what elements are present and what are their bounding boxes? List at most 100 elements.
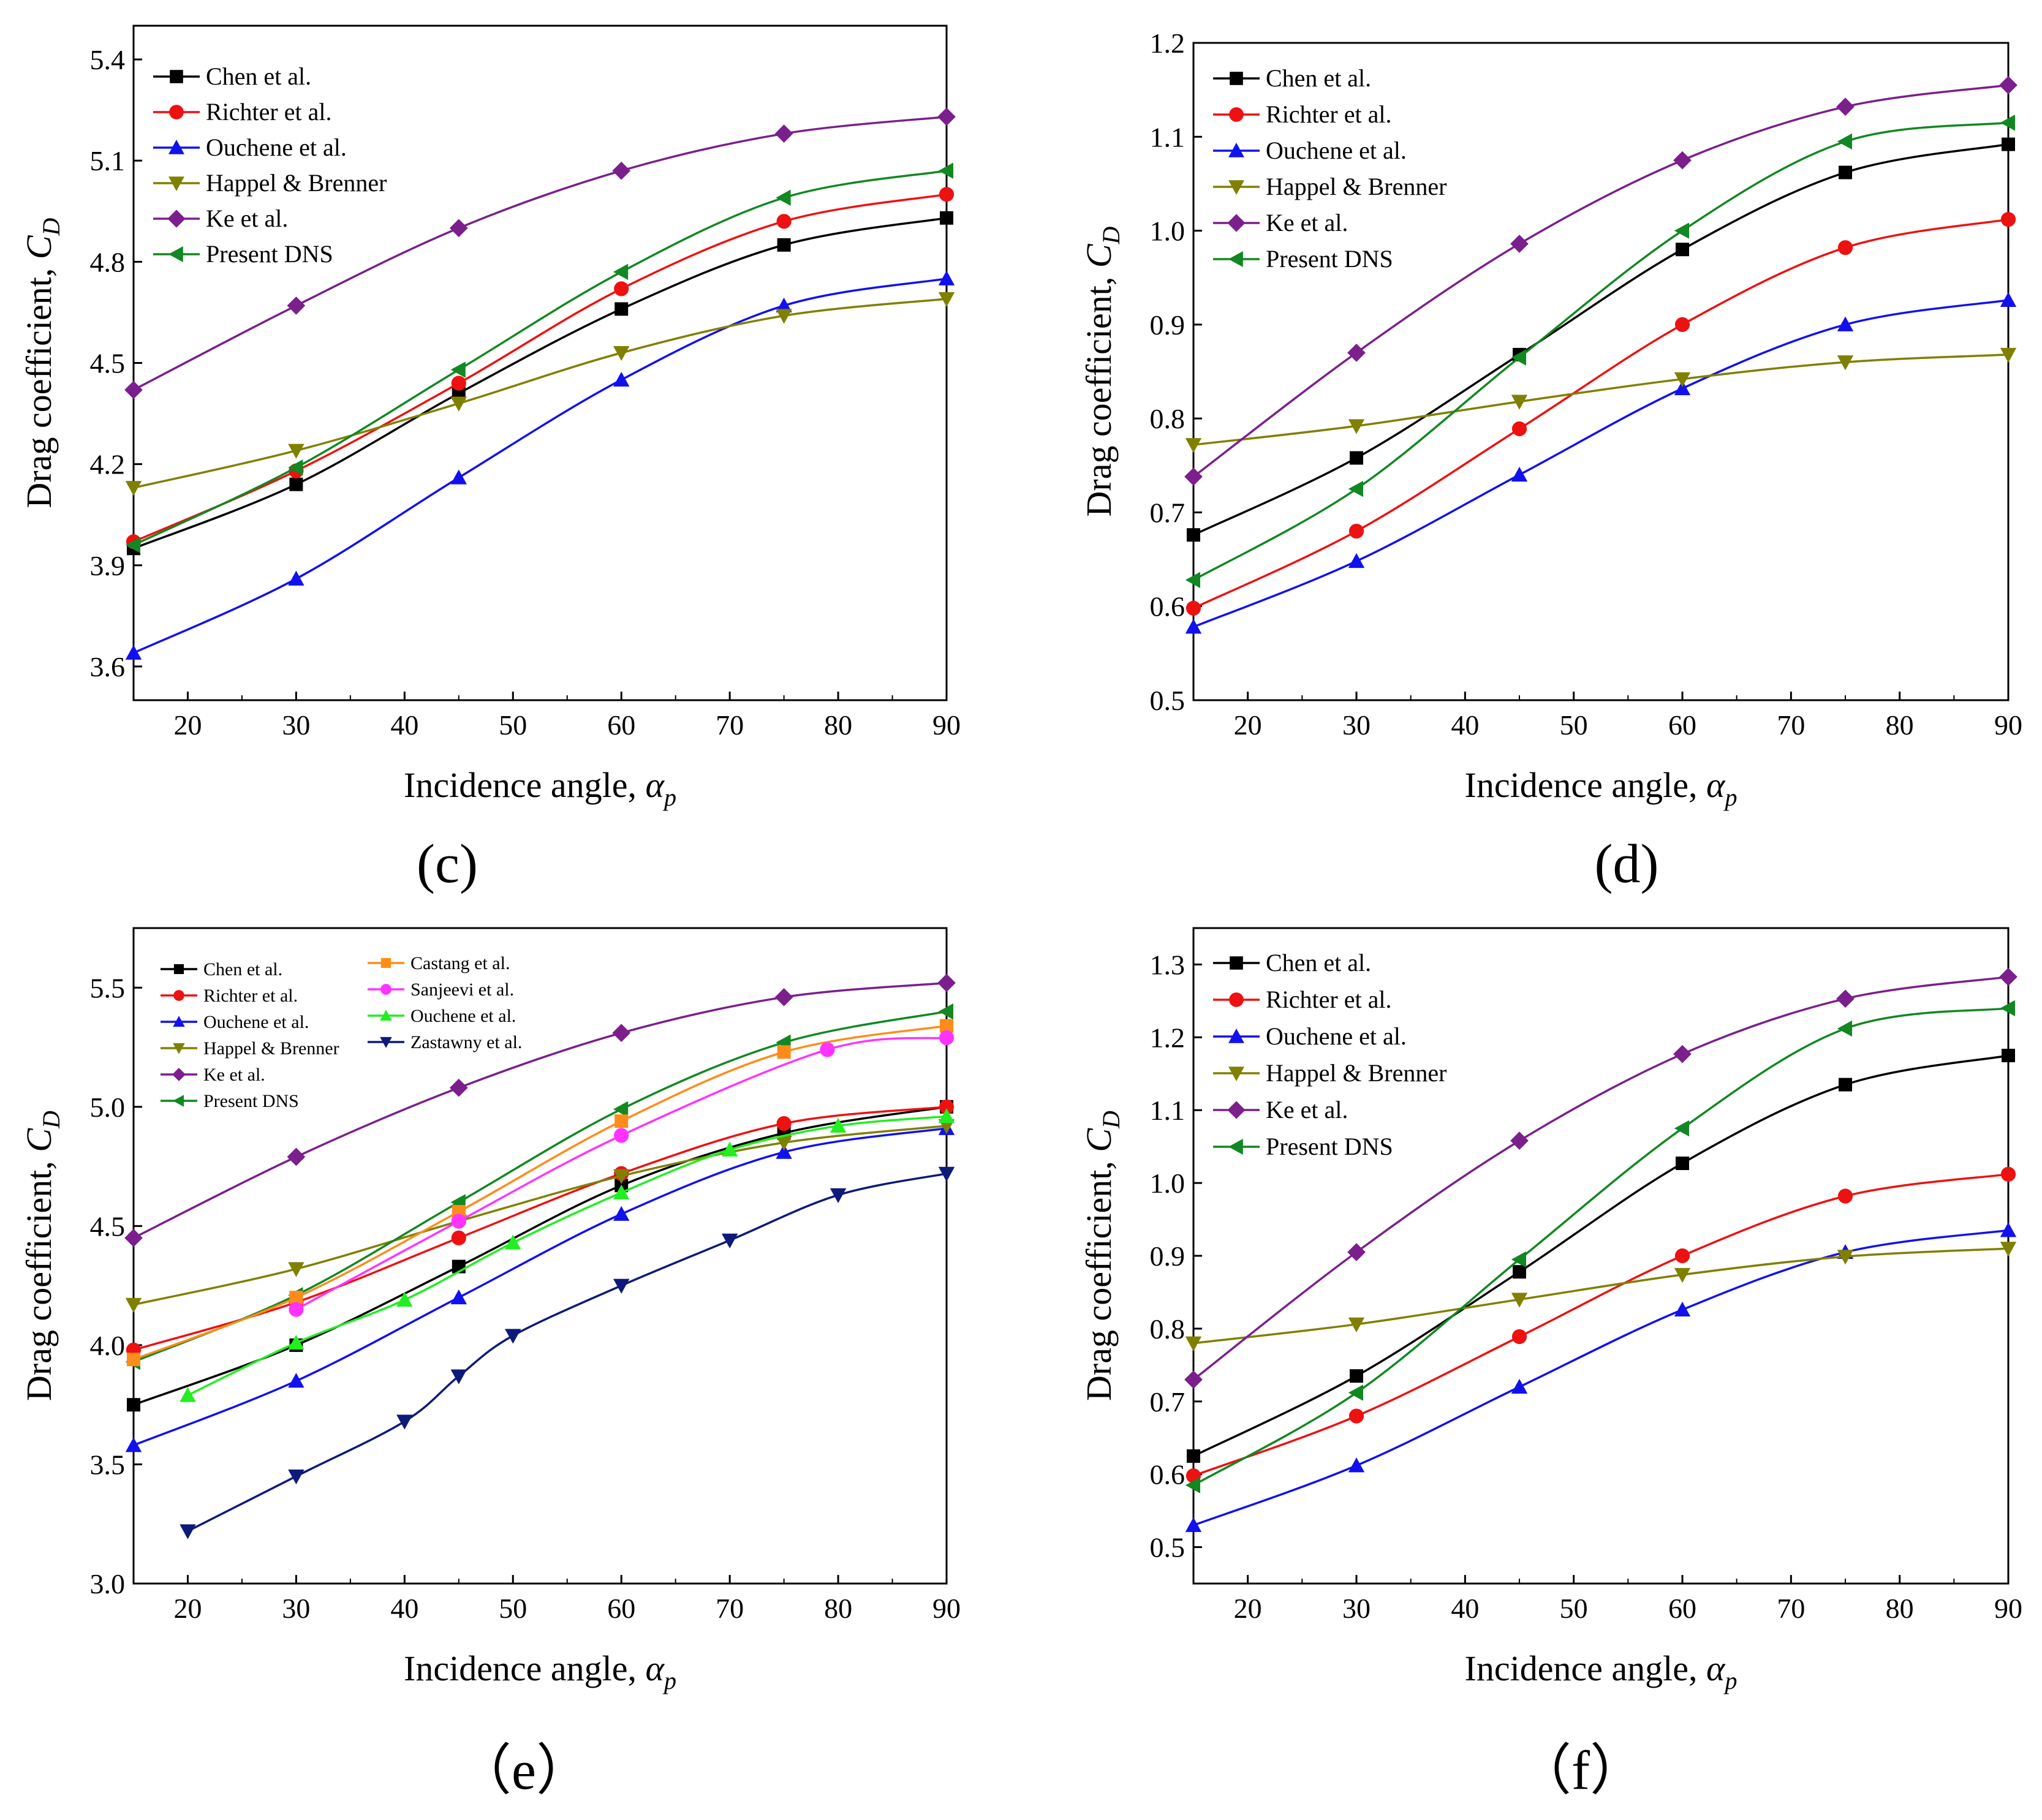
data-point [614,1114,629,1128]
y-tick-label: 4.0 [90,1330,126,1361]
legend-label: Present DNS [1266,245,1393,273]
legend-entry: Richter et al. [153,98,331,126]
x-tick-label: 50 [1560,1593,1588,1624]
series-present [125,162,953,553]
data-point [1674,1248,1690,1264]
series-ouchene [125,1120,955,1452]
data-point [2000,212,2016,227]
data-point [125,537,140,553]
data-point [451,376,466,391]
legend-entry: Richter et al. [1213,986,1391,1013]
legend-marker [1229,992,1244,1007]
data-point [1674,372,1691,387]
legend-entry: Ouchene et al. [368,1006,516,1026]
data-point [1511,1293,1528,1308]
legend-label: Sanjeevi et al. [410,980,514,1000]
data-point [613,345,630,361]
series-richter [1185,212,2016,616]
y-tick-label: 0.6 [1150,591,1185,622]
legend-entry: Chen et al. [1213,64,1371,92]
legend-marker [380,957,391,969]
data-point [1185,1517,1202,1532]
panel-label: (d) [1595,834,1659,894]
series-line [133,193,947,543]
series-line [133,1106,947,1406]
data-point [1511,1251,1526,1268]
legend-label: Richter et al. [1266,100,1391,128]
x-tick-label: 90 [1994,1593,2022,1624]
data-point [776,1136,792,1151]
y-tick-label: 4.2 [90,449,126,480]
legend-entry: Happel & Brenner [153,169,387,197]
data-point [1837,355,1854,371]
legend-label: Present DNS [1266,1133,1393,1160]
data-point [613,1184,630,1199]
legend-label: Happel & Brenner [1266,1059,1446,1087]
data-point [938,1108,955,1123]
y-tick-label: 5.4 [90,44,126,75]
data-point [288,1469,304,1485]
data-point [776,214,792,229]
x-axis-title: Incidence angle, αp [1465,1648,1738,1694]
data-point [287,1147,306,1166]
legend-marker [1228,251,1243,267]
data-point [180,1524,196,1539]
data-point [2000,292,2017,308]
data-point [1839,165,1852,179]
legend-label: Ouchene et al. [203,1012,309,1032]
data-point [1350,1369,1363,1383]
chart-panel-3: 20 30 40 50 60 70 80 90 3.0 3.5 4.0 4.5 5.0 5.5 Incide… [19,927,961,1801]
y-axis-title: Drag coefficient, CD [1079,1111,1125,1401]
data-point [288,1373,304,1388]
data-point [937,107,956,126]
legend-marker [1229,107,1244,122]
data-point [1511,1329,1527,1345]
series-ke [1184,967,2017,1389]
series-line [187,1172,947,1532]
data-point [450,396,467,412]
plot-frame [132,927,948,1585]
legend-entry: Ke et al. [153,205,288,232]
y-tick-label: 0.5 [1150,685,1185,716]
data-point [2002,137,2015,151]
series-line [133,298,947,489]
x-tick-label: 40 [1451,709,1479,741]
x-tick-label: 80 [824,709,852,741]
series-line [133,278,947,654]
chart-panel-1: 20 30 40 50 60 70 80 90 3.6 3.9 4.2 4.5 4.8 5.1 5.4 Inc… [19,25,961,894]
data-point [1837,1250,1854,1265]
x-tick-label: 30 [1342,709,1371,741]
legend-marker [173,1095,184,1107]
data-point [774,124,793,143]
data-point [451,1214,466,1229]
legend-marker [380,984,391,995]
data-point [1674,1301,1691,1316]
x-tick-label: 80 [1886,1593,1914,1624]
legend-marker [1228,1029,1244,1043]
y-tick-label: 1.1 [1150,1095,1185,1126]
data-point [288,570,304,586]
series-chen [1187,1049,2015,1463]
y-tick-label: 1.3 [1150,949,1185,980]
legend-marker [168,140,184,154]
x-tick-label: 40 [390,1593,418,1624]
legend-label: Richter et al. [1266,986,1391,1013]
series-line [1193,121,2009,581]
x-tick-label: 20 [1234,709,1262,741]
data-point [1674,1267,1691,1283]
x-tick-label: 60 [607,709,635,741]
data-point [614,281,629,296]
series-line [1192,975,2009,1381]
data-point [1187,528,1200,542]
data-point [1185,619,1202,634]
x-tick-label: 70 [1777,1593,1805,1624]
data-point [776,297,792,312]
data-point [288,459,303,476]
series-ouchenee [180,1108,955,1402]
legend: Chen et al. Richter et al. Ouchene et al. H… [1213,949,1446,1160]
series-line [1193,1007,2009,1487]
panel-label: （e） [456,1740,591,1801]
data-point [2000,1000,2015,1016]
data-point [1348,523,1364,539]
